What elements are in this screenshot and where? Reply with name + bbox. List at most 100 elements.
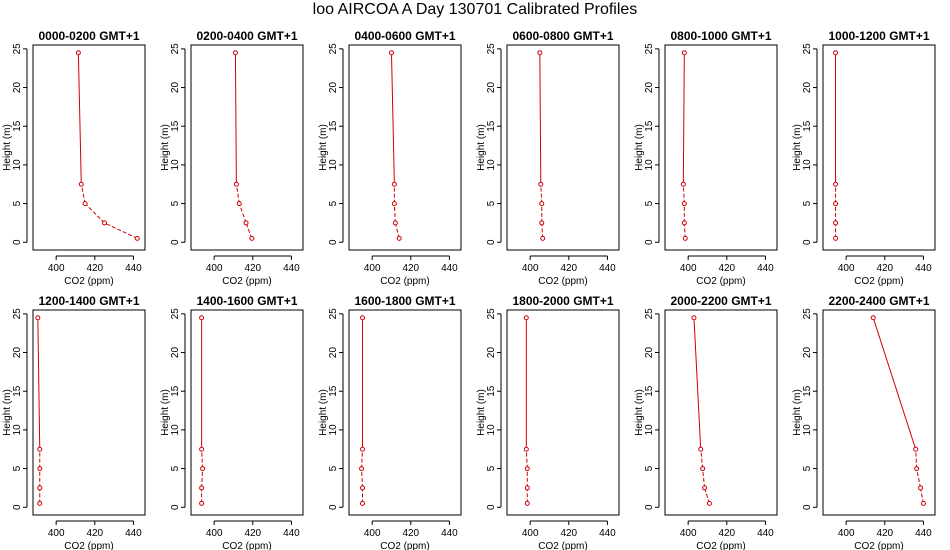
data-point — [681, 201, 687, 207]
y-tick-label: 20 — [486, 82, 497, 94]
plot-frame — [664, 44, 778, 251]
y-tick-label: 25 — [486, 43, 497, 55]
y-tick-label: 25 — [170, 308, 181, 320]
profile-segment — [541, 222, 544, 239]
y-tick-label: 20 — [644, 347, 655, 359]
x-tick-label: 400 — [680, 263, 697, 274]
y-tick-label: 0 — [328, 239, 339, 245]
plot-frame — [506, 44, 620, 251]
panel-title: 0000-0200 GMT+1 — [38, 29, 139, 43]
data-point — [134, 235, 140, 241]
y-tick-label: 0 — [644, 504, 655, 510]
x-tick-label: 400 — [48, 263, 65, 274]
x-axis-label: CO2 (ppm) — [538, 541, 587, 550]
y-tick-label: 15 — [802, 120, 813, 132]
y-axis-label: Height (m) — [160, 124, 171, 171]
x-tick-label: 400 — [206, 528, 223, 539]
profile-segment — [201, 468, 204, 488]
y-tick-label: 15 — [170, 120, 181, 132]
y-tick-label: 5 — [486, 465, 497, 471]
y-tick-label: 0 — [802, 239, 813, 245]
data-point — [391, 181, 397, 187]
y-tick-label: 20 — [328, 82, 339, 94]
data-point — [913, 446, 919, 452]
y-tick-label: 10 — [12, 159, 23, 171]
x-axis-label: CO2 (ppm) — [64, 276, 113, 287]
data-point — [833, 235, 839, 241]
profile-panel: 2000-2200 GMT+1 400 420 440 CO2 (ppm) 0 5 10 15 2… — [634, 294, 778, 550]
y-tick-label: 0 — [644, 239, 655, 245]
data-point — [391, 201, 397, 207]
profile-segment — [238, 203, 247, 224]
profile-segment — [361, 468, 364, 488]
x-axis-label: CO2 (ppm) — [538, 276, 587, 287]
y-tick-label: 5 — [644, 465, 655, 471]
plot-frame — [348, 44, 462, 251]
data-point — [681, 220, 687, 226]
profile-panel: 0800-1000 GMT+1 400 420 440 CO2 (ppm) 0 5 10 15 2… — [634, 29, 778, 287]
data-point — [199, 500, 205, 506]
data-point — [360, 500, 366, 506]
panel-title: 1600-1800 GMT+1 — [354, 294, 455, 308]
y-axis-label: Height (m) — [318, 124, 329, 171]
x-tick-label: 420 — [560, 528, 577, 539]
plot-frame — [32, 44, 146, 251]
panel-title: 1000-1200 GMT+1 — [828, 29, 929, 43]
x-tick-label: 420 — [402, 263, 419, 274]
panel-title: 1800-2000 GMT+1 — [512, 294, 613, 308]
y-tick-label: 5 — [802, 465, 813, 471]
y-axis-label: Height (m) — [792, 389, 803, 436]
data-point — [698, 446, 704, 452]
y-tick-label: 15 — [328, 120, 339, 132]
profile-segment — [700, 449, 704, 469]
y-tick-label: 10 — [644, 159, 655, 171]
y-tick-label: 5 — [802, 200, 813, 206]
data-point — [833, 201, 839, 207]
y-tick-label: 25 — [802, 308, 813, 320]
y-tick-label: 25 — [644, 43, 655, 55]
x-tick-label: 440 — [757, 263, 774, 274]
data-point — [37, 446, 43, 452]
y-tick-label: 20 — [802, 82, 813, 94]
x-tick-label: 440 — [599, 528, 616, 539]
x-tick-label: 400 — [364, 528, 381, 539]
x-tick-label: 440 — [441, 528, 458, 539]
y-tick-label: 10 — [486, 159, 497, 171]
profile-segment — [393, 203, 396, 223]
x-tick-label: 400 — [206, 263, 223, 274]
data-point — [396, 235, 402, 241]
x-tick-label: 400 — [838, 528, 855, 539]
profile-panel: 0200-0400 GMT+1 400 420 440 CO2 (ppm) 0 5 10 15 2… — [160, 29, 304, 287]
x-tick-label: 420 — [244, 263, 261, 274]
data-point — [539, 201, 545, 207]
y-tick-label: 25 — [328, 308, 339, 320]
y-tick-label: 0 — [802, 504, 813, 510]
x-tick-label: 440 — [283, 263, 300, 274]
data-point — [538, 181, 544, 187]
data-point — [243, 220, 249, 226]
profile-segment — [693, 317, 702, 450]
x-tick-label: 440 — [915, 528, 932, 539]
y-tick-label: 25 — [12, 308, 23, 320]
y-tick-label: 15 — [644, 120, 655, 132]
profile-segment — [77, 52, 82, 185]
profile-segment — [683, 222, 686, 239]
y-tick-label: 25 — [486, 308, 497, 320]
panel-title: 0600-0800 GMT+1 — [512, 29, 613, 43]
x-tick-label: 440 — [283, 528, 300, 539]
x-tick-label: 440 — [441, 263, 458, 274]
x-axis-label: CO2 (ppm) — [380, 276, 429, 287]
y-tick-label: 20 — [644, 82, 655, 94]
data-point — [388, 50, 394, 56]
figure-title: loo AIRCOA A Day 130701 Calibrated Profi… — [312, 1, 638, 18]
y-tick-label: 25 — [12, 43, 23, 55]
y-tick-label: 15 — [12, 120, 23, 132]
profile-panel: 1000-1200 GMT+1 400 420 440 CO2 (ppm) 0 5 10 15 2… — [792, 29, 936, 287]
profile-segment — [915, 449, 918, 469]
profile-segment — [540, 184, 543, 204]
x-tick-label: 400 — [522, 528, 539, 539]
x-axis-label: CO2 (ppm) — [854, 276, 903, 287]
data-point — [918, 485, 924, 491]
x-tick-label: 400 — [838, 263, 855, 274]
data-point — [233, 181, 239, 187]
